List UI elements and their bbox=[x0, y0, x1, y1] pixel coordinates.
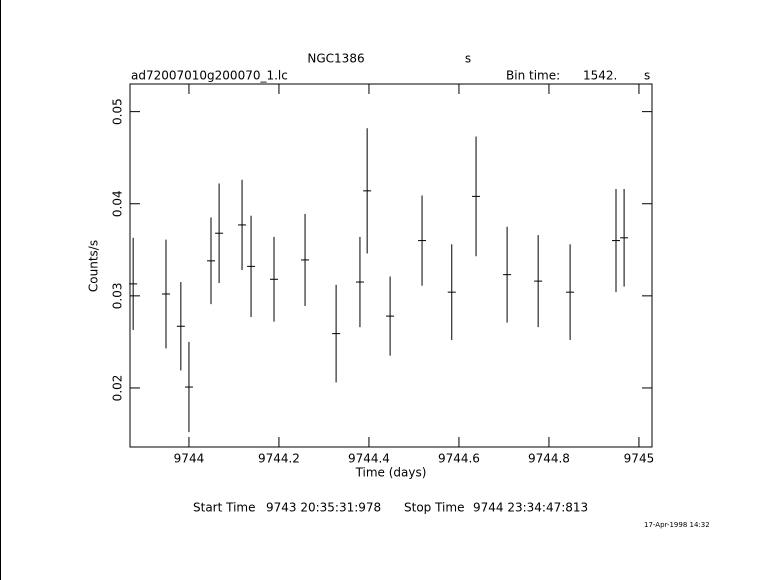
bin-time-unit: s bbox=[644, 69, 650, 83]
subtitle: ad72007010g200070_1.lc bbox=[131, 69, 288, 83]
x-tick-label: 9744 bbox=[174, 452, 205, 466]
bin-time: 1542. bbox=[583, 69, 617, 83]
title-unit: s bbox=[465, 52, 471, 66]
y-axis-label: Counts/s bbox=[87, 240, 101, 292]
y-tick-label: 0.04 bbox=[111, 190, 125, 217]
x-tick-label: 9744.8 bbox=[528, 452, 570, 466]
x-tick-label: 9744.2 bbox=[258, 452, 300, 466]
bin-time-label: Bin time: bbox=[506, 69, 560, 83]
x-tick-label: 9745 bbox=[624, 452, 655, 466]
x-tick-label: 9744.4 bbox=[348, 452, 390, 466]
plot-frame bbox=[129, 83, 653, 448]
x-axis-label: Time (days) bbox=[355, 466, 427, 480]
chart-title: NGC1386 bbox=[307, 52, 364, 66]
stop-time: 9744 23:34:47:813 bbox=[473, 501, 588, 515]
start-label: Start Time bbox=[193, 501, 256, 515]
y-tick-label: 0.02 bbox=[111, 375, 125, 402]
y-tick-label: 0.03 bbox=[111, 282, 125, 309]
y-tick-label: 0.05 bbox=[111, 98, 125, 125]
start-time: 9743 20:35:31:978 bbox=[266, 501, 381, 515]
stop-label: Stop Time bbox=[404, 501, 464, 515]
date-stamp: 17-Apr-1998 14:32 bbox=[644, 521, 710, 529]
x-tick-label: 9744.6 bbox=[438, 452, 480, 466]
